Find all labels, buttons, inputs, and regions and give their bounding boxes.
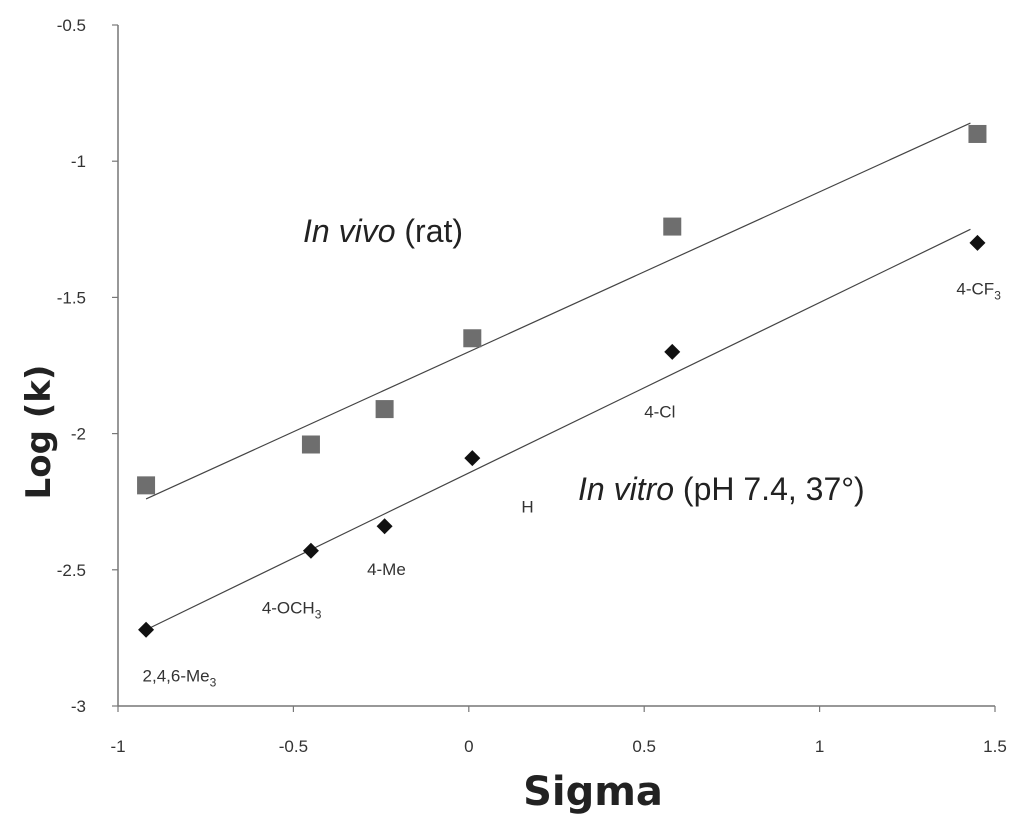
y-axis-title: Log (k): [19, 365, 59, 500]
trendline-1: [145, 228, 971, 631]
square-marker: [463, 329, 482, 348]
diamond-marker: [376, 518, 393, 535]
y-tick-label: -1.5: [57, 288, 86, 307]
data-points: [137, 124, 987, 638]
annotation-label: 2,4,6-Me3: [143, 666, 217, 689]
x-tick-label: 1.5: [983, 737, 1007, 756]
square-marker: [375, 400, 394, 419]
annotation-label: 4-Me: [367, 560, 406, 579]
series-label-0: In vivo (rat): [303, 213, 463, 249]
point-annotations: 2,4,6-Me3 4-OCH3 4-Me H 4-Cl 4-CF3: [143, 280, 1002, 690]
annotation-label: 4-Cl: [644, 402, 675, 421]
y-tick-label: -2: [71, 425, 86, 444]
diamond-marker: [302, 542, 319, 559]
x-tick-label: -0.5: [279, 737, 308, 756]
series-label-1: In vitro (pH 7.4, 37°): [578, 471, 865, 507]
square-marker: [968, 124, 987, 143]
square-marker: [663, 217, 682, 236]
annotation-label: H: [521, 498, 533, 517]
annotation-label: 4-OCH3: [262, 598, 322, 621]
diamond-marker: [464, 450, 481, 467]
y-tick-label: -3: [71, 697, 86, 716]
x-tick-label: 0: [464, 737, 473, 756]
x-axis-title: Sigma: [523, 769, 663, 815]
axes: [112, 24, 996, 712]
diamond-marker: [969, 234, 986, 251]
y-tick-label: -0.5: [57, 16, 86, 35]
square-marker: [137, 476, 156, 495]
trendline-0: [145, 122, 971, 500]
diamond-marker: [138, 621, 155, 638]
y-tick-label: -1: [71, 152, 86, 171]
x-tick-label: -1: [110, 737, 125, 756]
x-tick-label: 0.5: [632, 737, 656, 756]
tick-labels: -1 -0.5 0 0.5 1 1.5 -0.5 -1 -1.5 -2 -2.5 -3: [57, 16, 1007, 756]
square-marker: [301, 435, 320, 454]
trendlines: [145, 122, 971, 631]
series-labels: In vivo (rat) In vitro (pH 7.4, 37°): [303, 213, 865, 507]
x-tick-label: 1: [815, 737, 824, 756]
annotation-label: 4-CF3: [956, 280, 1001, 303]
y-tick-label: -2.5: [57, 561, 86, 580]
diamond-marker: [664, 343, 681, 360]
